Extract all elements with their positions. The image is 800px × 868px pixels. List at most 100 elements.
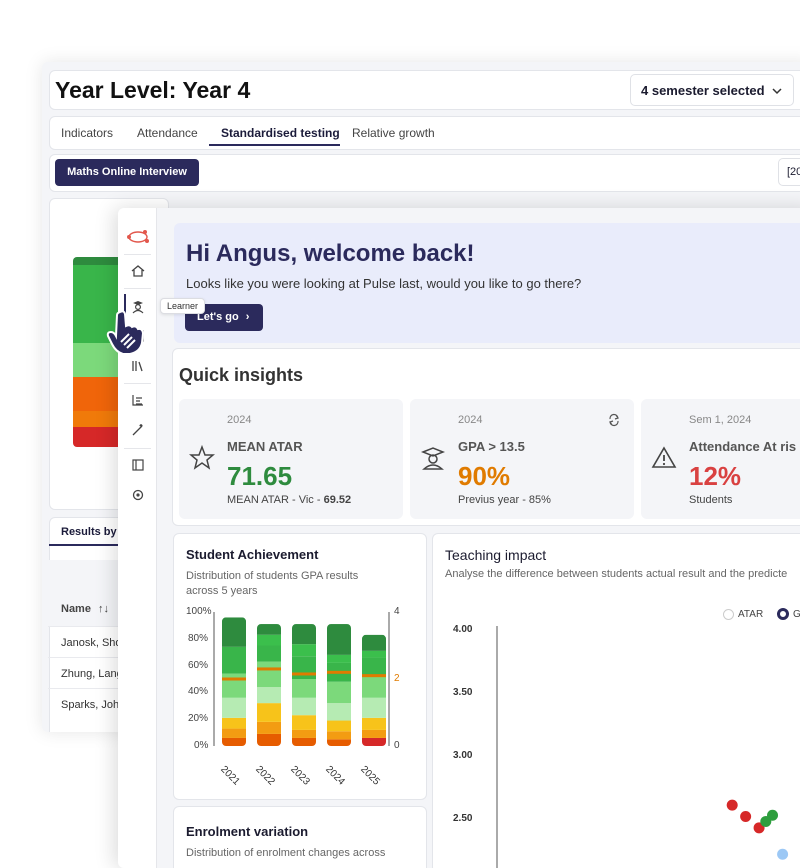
bar-segment [327,703,351,721]
active-indicator [124,294,126,316]
table-row[interactable]: Zhung, Lang [61,668,123,680]
teaching-impact-chart [496,626,789,868]
bar-2021 [222,617,246,746]
insight-card-mean-atar[interactable]: 2024 MEAN ATAR 71.65 MEAN ATAR - Vic - 6… [179,399,403,519]
refresh-icon[interactable] [607,413,621,427]
table-row[interactable]: Janosk, Sho [61,637,122,649]
insight-footnote: MEAN ATAR - Vic - 69.52 [227,494,352,506]
maths-online-interview-button[interactable]: Maths Online Interview [55,159,199,186]
y-tick: 100% [186,606,212,617]
home-icon[interactable] [130,263,146,279]
legend-gpa: G [793,609,800,620]
enrolment-variation-card: Enrolment variation Distribution of enro… [173,806,427,868]
teaching-impact-card: Teaching impact Analyse the difference b… [432,533,800,868]
tab-indicators[interactable]: Indicators [61,126,114,140]
bar-segment [362,737,386,746]
lets-go-label: Let's go [197,311,239,323]
y-tick: 3.50 [453,687,473,698]
bar-segment [292,679,316,698]
bar-segment [327,731,351,740]
insight-footnote: Previus year - 85% [458,494,551,506]
bar-segment [222,697,246,718]
bar-segment [362,697,386,718]
student-achievement-title: Student Achievement [186,547,319,562]
legend-atar-radio[interactable] [723,609,734,620]
table-row[interactable]: Sparks, Joh [61,699,120,711]
bar-segment [362,634,386,651]
bar-2025 [362,634,386,746]
bar-2024 [327,624,351,746]
insight-label: MEAN ATAR [227,439,303,454]
bar-segment [362,729,386,738]
tab-attendance[interactable]: Attendance [137,126,198,140]
bar-segment [362,717,386,730]
insight-value: 90% [458,461,511,491]
bar-segment [362,657,386,677]
y2-tick: 0 [394,740,400,751]
chart-icon[interactable] [130,392,146,408]
bar-segment [257,733,281,746]
bar-segment [257,624,281,635]
gpa-marker [222,677,246,681]
bar-segment [292,644,316,657]
year-select[interactable]: [20 [778,158,800,186]
library-icon[interactable] [130,358,146,374]
legend-atar: ATAR [738,609,764,620]
row-divider [48,688,128,689]
insight-value: 12% [689,461,742,491]
results-tab-indicator [49,544,129,546]
bar-segment [222,728,246,738]
wand-icon[interactable] [130,422,146,438]
welcome-title: Hi Angus, welcome back! [186,240,475,267]
learner-icon[interactable] [130,298,146,314]
bar-segment [257,645,281,662]
insight-footnote: Students [689,494,733,506]
quick-insights-title: Quick insights [179,365,304,385]
insight-label: GPA > 13.5 [458,439,525,454]
active-tab-indicator [209,144,340,146]
gpa-marker [257,667,281,671]
y-tick: 3.00 [453,750,473,761]
sidebar-divider [124,448,151,449]
row-divider [48,657,128,658]
teaching-impact-subtitle: Analyse the difference between students … [445,568,788,580]
quick-insights-card: Quick insights 2024 MEAN ATAR 71.65 MEAN… [172,348,800,526]
insight-year: 2024 [458,414,483,426]
bar-segment [362,650,386,658]
sort-icon: ↑↓ [98,603,110,615]
graduate-icon [420,447,446,470]
bar-segment [292,624,316,645]
bar-segment [257,687,281,704]
scatter-point [740,810,752,822]
tab-standardised-testing[interactable]: Standardised testing [221,126,340,140]
insight-label: Attendance At ris [689,439,797,454]
semester-select-label: 4 semester selected [641,83,765,98]
y-tick: 60% [188,660,209,671]
hand-cursor-icon [106,310,145,355]
logo-icon[interactable] [125,228,151,246]
bar-segment [257,634,281,646]
sidebar [118,208,157,868]
insight-year: 2024 [227,414,252,426]
name-column-header[interactable]: Name ↑↓ [61,603,110,615]
legend-gpa-radio[interactable] [777,608,789,620]
insight-card-attendance[interactable]: Sem 1, 2024 Attendance At ris 12% Studen… [641,399,800,519]
tab-relative-growth[interactable]: Relative growth [352,126,435,140]
sidebar-divider [124,288,151,289]
semester-select[interactable]: 4 semester selected [630,74,794,106]
y-tick: 20% [188,713,209,724]
enrolment-variation-title: Enrolment variation [186,824,309,839]
bar-2022 [257,624,281,746]
settings-icon[interactable] [130,487,146,503]
sidebar-divider [124,254,151,255]
layout-icon[interactable] [130,457,146,473]
bar-segment [292,729,316,738]
gpa-marker [292,672,316,676]
gpa-marker [327,670,351,674]
bar-2023 [292,624,316,746]
welcome-banner: Hi Angus, welcome back! Looks like you w… [174,223,800,343]
insight-card-gpa[interactable]: 2024 GPA > 13.5 90% Previus year - 85% [410,399,634,519]
bar-segment [327,681,351,704]
results-tab[interactable]: Results by s [61,526,126,538]
chevron-right-icon: › [245,311,250,323]
